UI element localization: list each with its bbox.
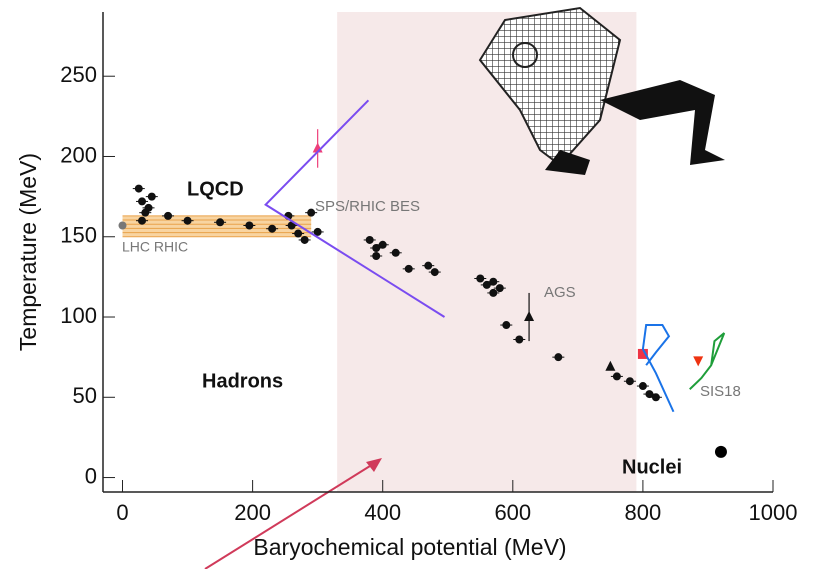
point [365,235,374,244]
annotation: LQCD [187,178,244,200]
point [378,240,387,249]
point [502,321,511,330]
point [476,274,485,283]
point [183,216,192,225]
point [693,356,704,367]
curve [689,332,726,390]
pointer-arrow [204,460,379,569]
point [294,229,303,238]
y-tick-label: 250 [60,62,97,87]
y-tick-label: 0 [85,463,97,488]
point [144,203,153,212]
curve [641,324,675,413]
annotation: AGS [544,284,576,301]
point [300,235,309,244]
point [612,372,621,381]
annotation: SPS/RHIC BES [315,198,420,215]
point [637,348,648,359]
y-tick-label: 100 [60,303,97,328]
point [134,184,143,193]
annotation: Nuclei [622,456,682,478]
y-axis-label: Temperature (MeV) [15,153,41,351]
pointer-arrow-head [366,458,382,472]
x-tick-label: 400 [364,500,401,525]
point [404,264,413,273]
band [122,215,312,237]
point [651,393,660,402]
point [118,221,127,230]
point [147,192,156,201]
point [625,377,634,386]
point [391,248,400,257]
point [638,382,647,391]
point [245,221,254,230]
point [495,284,504,293]
point [372,252,381,261]
point [138,197,147,206]
point [313,227,322,236]
point [216,218,225,227]
y-tick-label: 200 [60,142,97,167]
annotation: LHC RHIC [122,239,188,255]
point [489,288,498,297]
point [430,268,439,277]
point [605,360,616,371]
point [164,211,173,220]
point [714,445,727,458]
point [489,277,498,286]
point [645,390,654,399]
y-tick-label: 50 [73,383,97,408]
x-tick-label: 1000 [749,500,798,525]
x-tick-label: 600 [494,500,531,525]
point [372,243,381,252]
x-tick-label: 0 [116,500,128,525]
point [307,208,316,217]
x-tick-label: 800 [625,500,662,525]
point [268,224,277,233]
point [554,353,563,362]
point [482,280,491,289]
annotation: Hadrons [202,370,283,392]
y-tick-label: 150 [60,223,97,248]
x-tick-label: 200 [234,500,271,525]
x-axis-label: Baryochemical potential (MeV) [253,534,566,560]
point [524,311,535,322]
curve [264,99,446,318]
point [287,221,296,230]
point [515,335,524,344]
annotation: SIS18 [700,383,741,400]
point [424,261,433,270]
cartoon [478,6,725,175]
point [138,216,147,225]
